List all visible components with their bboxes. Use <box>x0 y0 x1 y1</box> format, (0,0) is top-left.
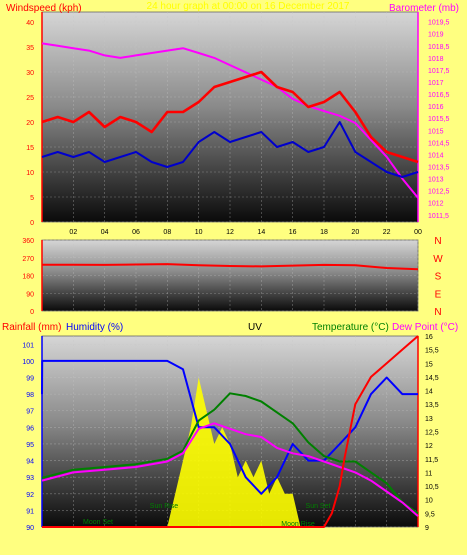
humidity-tick-label: 99 <box>26 376 34 383</box>
barometer-tick-label: 1018,5 <box>428 44 450 51</box>
temperature-tick-label: 13,5 <box>425 402 439 409</box>
compass-label: E <box>435 289 442 300</box>
barometer-tick-label: 1013 <box>428 177 444 184</box>
temperature-tick-label: 12 <box>425 443 433 450</box>
compass-label: W <box>433 254 443 265</box>
humidity-axis-label: Humidity (%) <box>66 322 123 333</box>
temperature-tick-label: 11 <box>425 470 432 477</box>
windspeed-tick-label: 35 <box>26 45 34 52</box>
windspeed-tick-label: 5 <box>30 195 34 202</box>
temperature-tick-label: 15 <box>425 361 433 368</box>
annotation-label: Moon Rise <box>281 521 315 528</box>
temperature-tick-label: 10 <box>425 498 433 505</box>
direction-tick-label: 90 <box>26 291 34 298</box>
annotation-label: Sun Set <box>306 503 331 510</box>
humidity-tick-label: 91 <box>26 508 34 515</box>
humidity-tick-label: 95 <box>26 442 34 449</box>
humidity-tick-label: 90 <box>26 525 34 532</box>
series-line-humidity <box>41 359 418 495</box>
x-tick-label: 22 <box>383 229 391 236</box>
windspeed-tick-label: 40 <box>26 20 34 27</box>
barometer-tick-label: 1013,5 <box>428 164 450 171</box>
direction-tick-label: 180 <box>22 274 34 281</box>
temperature-tick-label: 9 <box>425 525 429 532</box>
series-line-wind-direction <box>42 263 419 271</box>
annotation-label: Moon Set <box>83 519 113 526</box>
temperature-tick-label: 16 <box>425 334 433 341</box>
humidity-tick-label: 96 <box>26 425 34 432</box>
direction-tick-label: 270 <box>22 256 34 263</box>
windspeed-axis-label: Windspeed (kph) <box>6 3 82 14</box>
barometer-tick-label: 1017,5 <box>428 68 450 75</box>
barometer-tick-label: 1012,5 <box>428 189 450 196</box>
x-tick-label: 06 <box>132 229 140 236</box>
barometer-tick-label: 1011,5 <box>428 213 449 220</box>
annotation-label: Sun Rise <box>150 503 179 510</box>
uv-axis-label: UV <box>248 322 262 333</box>
x-tick-label: 18 <box>320 229 328 236</box>
direction-tick-label: 0 <box>30 309 34 316</box>
direction-tick-label: 360 <box>22 238 34 245</box>
temperature-axis-label: Temperature (°C) <box>312 322 389 333</box>
barometer-tick-label: 1014 <box>428 152 444 159</box>
barometer-tick-label: 1015,5 <box>428 116 450 123</box>
windspeed-tick-label: 20 <box>26 120 34 127</box>
temperature-tick-label: 9,5 <box>425 511 435 518</box>
humidity-tick-label: 100 <box>22 359 34 366</box>
temperature-tick-label: 14 <box>425 389 433 396</box>
x-tick-label: 12 <box>226 229 234 236</box>
windspeed-tick-label: 30 <box>26 70 34 77</box>
humidity-tick-label: 98 <box>26 392 34 399</box>
series-line-dew-point <box>41 422 419 517</box>
windspeed-tick-label: 15 <box>26 145 34 152</box>
temperature-tick-label: 14,5 <box>425 375 439 382</box>
humidity-tick-label: 97 <box>26 409 34 416</box>
series-area-uv <box>167 377 301 527</box>
series-line-wind-average <box>41 121 419 178</box>
windspeed-tick-label: 10 <box>26 170 34 177</box>
temperature-tick-label: 15,5 <box>425 348 439 355</box>
temperature-tick-label: 10,5 <box>425 484 439 491</box>
dewpoint-axis-label: Dew Point (°C) <box>392 322 458 333</box>
barometer-tick-label: 1019,5 <box>428 20 450 27</box>
barometer-tick-label: 1017 <box>428 80 444 87</box>
temperature-tick-label: 11,5 <box>425 457 438 464</box>
x-tick-label: 14 <box>257 229 265 236</box>
windspeed-tick-label: 25 <box>26 95 34 102</box>
humidity-tick-label: 92 <box>26 492 34 499</box>
series-line-wind-gust <box>41 70 419 164</box>
x-tick-label: 04 <box>101 229 109 236</box>
x-tick-label: 16 <box>289 229 297 236</box>
barometer-tick-label: 1016,5 <box>428 92 450 99</box>
temperature-tick-label: 13 <box>425 416 433 423</box>
barometer-axis-label: Barometer (mb) <box>389 3 459 14</box>
humidity-tick-label: 93 <box>26 475 34 482</box>
chart-title: 24 hour graph at 00:00 on 16 December 20… <box>147 1 350 12</box>
barometer-tick-label: 1018 <box>428 56 444 63</box>
compass-label: N <box>434 236 441 247</box>
series-line-rainfall <box>42 335 419 528</box>
series-line-barometer <box>41 42 419 199</box>
x-tick-label: 20 <box>351 229 359 236</box>
compass-label: S <box>435 272 442 283</box>
humidity-tick-label: 101 <box>22 342 34 349</box>
windspeed-tick-label: 0 <box>30 220 34 227</box>
temperature-tick-label: 12,5 <box>425 430 439 437</box>
humidity-tick-label: 94 <box>26 459 34 466</box>
series-line-temperature <box>41 392 419 515</box>
rainfall-axis-label: Rainfall (mm) <box>2 322 61 333</box>
barometer-tick-label: 1015 <box>428 128 444 135</box>
x-tick-label: 00 <box>414 229 422 236</box>
x-tick-label: 10 <box>195 229 203 236</box>
barometer-tick-label: 1012 <box>428 201 444 208</box>
barometer-tick-label: 1014,5 <box>428 140 450 147</box>
barometer-tick-label: 1016 <box>428 104 444 111</box>
x-tick-label: 02 <box>69 229 77 236</box>
x-tick-label: 08 <box>163 229 171 236</box>
compass-label: N <box>434 307 441 318</box>
barometer-tick-label: 1019 <box>428 32 444 39</box>
